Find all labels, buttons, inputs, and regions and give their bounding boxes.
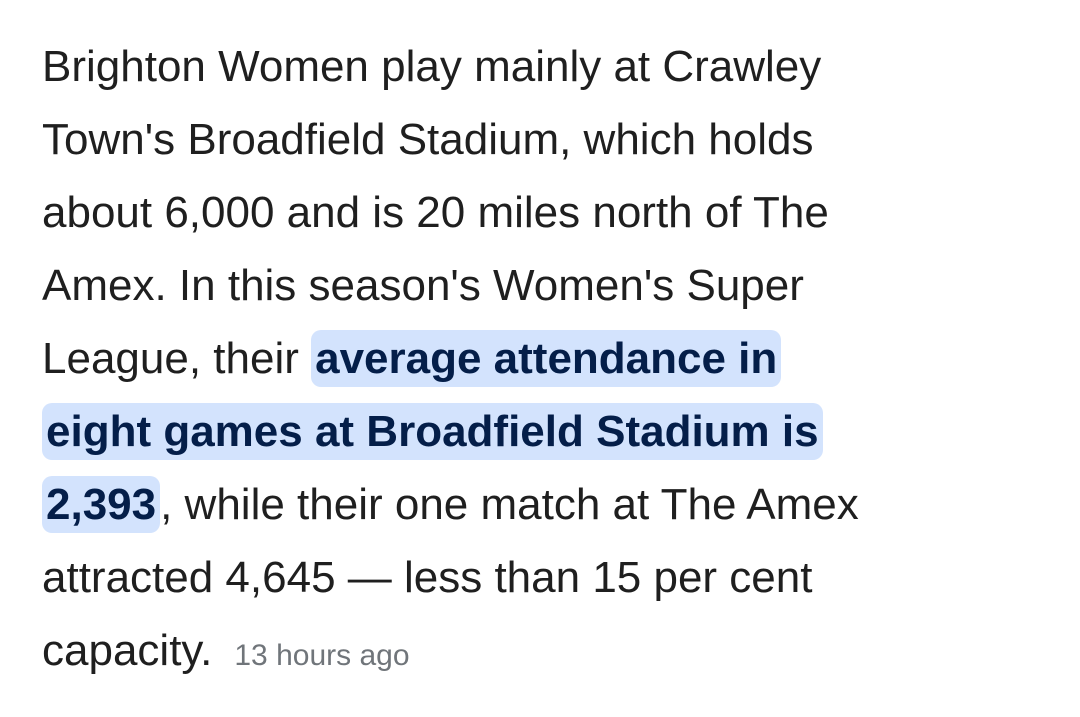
text-line: attracted 4,645 — less than 15 per cent xyxy=(42,541,1062,614)
text-line: Amex. In this season's Women's Super xyxy=(42,249,1062,322)
highlighted-text: average attendance in xyxy=(311,330,782,387)
text-line: 2,393, while their one match at The Amex xyxy=(42,468,1062,541)
text-line: League, their average attendance in xyxy=(42,322,1062,395)
text: Brighton Women play mainly at Crawley xyxy=(42,42,822,91)
text: , while their one match at The Amex xyxy=(160,480,859,529)
text-line: Brighton Women play mainly at Crawley xyxy=(42,30,1062,103)
text: capacity. xyxy=(42,626,213,675)
text: League, their xyxy=(42,334,312,383)
text-line: Town's Broadfield Stadium, which holds xyxy=(42,103,1062,176)
highlighted-text: eight games at Broadfield Stadium is xyxy=(42,403,823,460)
text-line: eight games at Broadfield Stadium is xyxy=(42,395,1062,468)
timestamp: 13 hours ago xyxy=(234,639,410,672)
text: Town's Broadfield Stadium, which holds xyxy=(42,115,814,164)
highlighted-text: 2,393 xyxy=(42,476,161,533)
snippet: Brighton Women play mainly at Crawley Tow… xyxy=(42,30,1062,687)
text: about 6,000 and is 20 miles north of The xyxy=(42,188,829,237)
text-line: capacity. 13 hours ago xyxy=(42,614,1062,687)
text: attracted 4,645 — less than 15 per cent xyxy=(42,553,813,602)
text-line: about 6,000 and is 20 miles north of The xyxy=(42,176,1062,249)
text: Amex. In this season's Women's Super xyxy=(42,261,804,310)
